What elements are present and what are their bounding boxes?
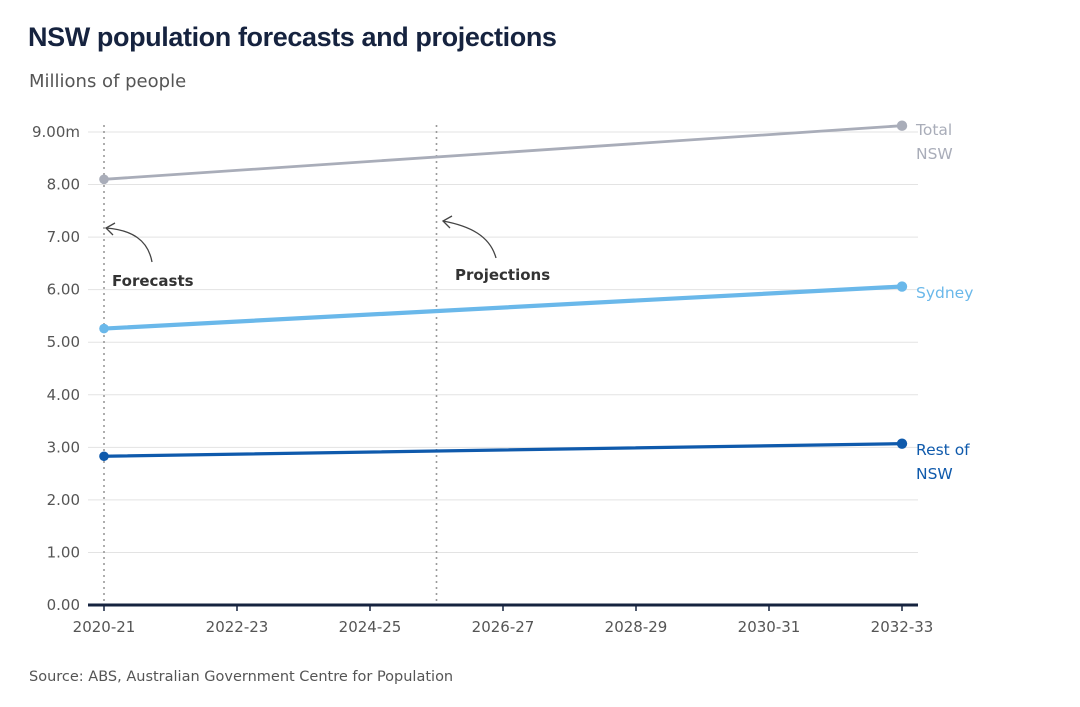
annotation-arrow (442, 220, 497, 259)
annotation-label: Forecasts (112, 272, 194, 290)
annotation-arrow (105, 227, 153, 263)
y-tick-label: 4.00 (47, 386, 80, 404)
x-tick-label: 2024-25 (339, 618, 402, 636)
y-tick-label: 9.00m (32, 123, 80, 141)
annotation-label: Projections (455, 266, 550, 284)
data-point-sydney (99, 323, 109, 334)
data-point-total (99, 174, 109, 185)
series-line-rest (102, 442, 904, 458)
line-chart: 0.00 1.00 2.00 3.00 4.00 5.00 6.00 7.00 8.00 9.00… (32, 120, 973, 636)
annotations: Forecasts Projections (104, 215, 550, 290)
x-tick-label: 2028-29 (605, 618, 668, 636)
y-tick-label: 3.00 (47, 438, 80, 456)
series-label-total: NSW (916, 145, 953, 163)
data-point-sydney (896, 281, 908, 292)
x-tick-label: 2030-31 (738, 618, 801, 636)
data-point-rest (99, 451, 109, 462)
y-tick-label: 2.00 (47, 491, 80, 509)
series-label-rest: NSW (916, 465, 953, 483)
y-tick-label: 8.00 (47, 176, 80, 194)
y-tick-label: 1.00 (47, 543, 80, 561)
arrow-head (441, 215, 453, 229)
y-tick-label: 7.00 (47, 228, 80, 246)
y-tick-label: 5.00 (47, 333, 80, 351)
chart-subtitle: Millions of people (29, 71, 187, 92)
period-dividers (103, 125, 438, 605)
series-lines: Total NSW Sydney Rest of NSW (99, 120, 973, 483)
data-point-total (896, 120, 908, 131)
arrow-head (104, 222, 116, 236)
series-label-rest: Rest of (916, 441, 970, 459)
grid-lines (88, 131, 918, 553)
chart-title: NSW population forecasts and projections (28, 22, 557, 52)
y-tick-label: 6.00 (47, 281, 80, 299)
y-tick-label: 0.00 (47, 596, 80, 614)
axes: 0.00 1.00 2.00 3.00 4.00 5.00 6.00 7.00 8.00 9.00… (32, 123, 933, 636)
x-tick-label: 2026-27 (472, 618, 535, 636)
series-label-sydney: Sydney (916, 284, 973, 302)
x-tick-label: 2020-21 (73, 618, 136, 636)
series-line-total (102, 124, 904, 181)
x-tick-label: 2032-33 (871, 618, 934, 636)
x-tick-label: 2022-23 (206, 618, 269, 636)
source-note: Source: ABS, Australian Government Centr… (29, 669, 454, 685)
data-point-rest (896, 438, 908, 449)
series-label-total: Total (915, 121, 952, 139)
series-line-sydney (101, 284, 905, 331)
